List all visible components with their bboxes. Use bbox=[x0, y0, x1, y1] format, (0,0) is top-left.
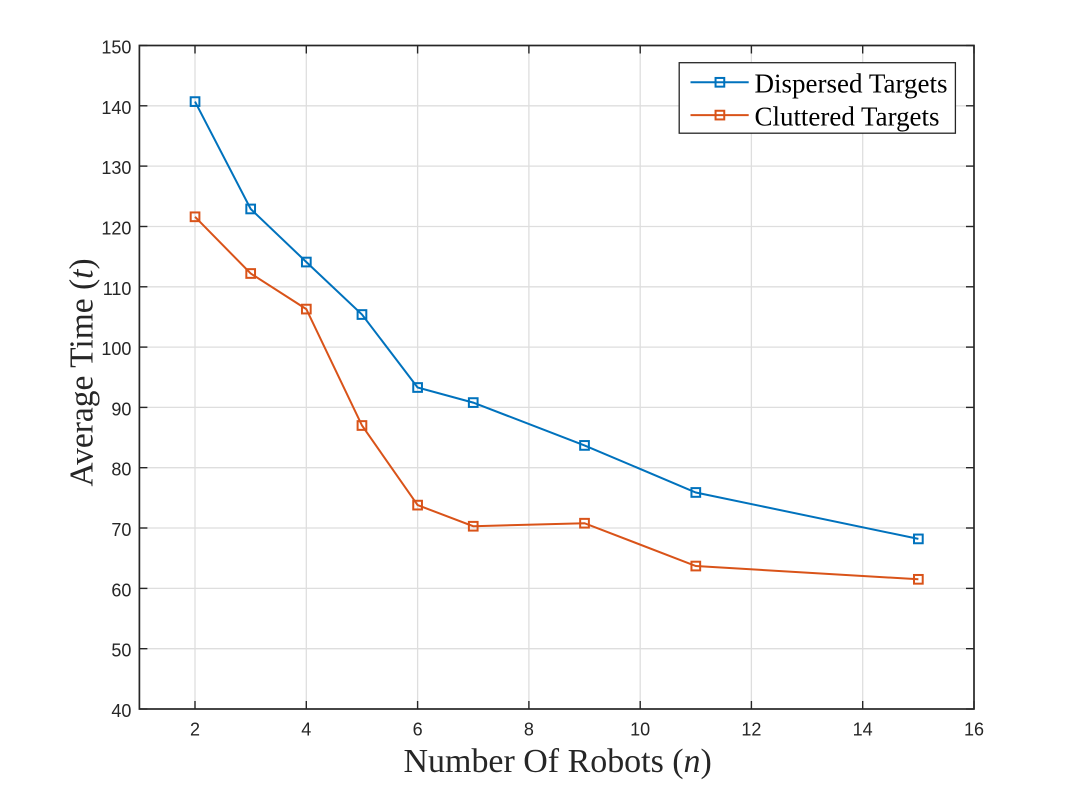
svg-text:10: 10 bbox=[630, 720, 650, 740]
svg-text:50: 50 bbox=[111, 641, 131, 661]
svg-text:Dispersed Targets: Dispersed Targets bbox=[755, 68, 948, 99]
svg-text:2: 2 bbox=[190, 720, 200, 740]
svg-text:110: 110 bbox=[103, 279, 132, 299]
svg-text:6: 6 bbox=[413, 720, 423, 740]
svg-text:40: 40 bbox=[111, 701, 131, 721]
svg-text:14: 14 bbox=[853, 720, 873, 740]
svg-text:Average Time (t): Average Time (t) bbox=[64, 258, 101, 486]
svg-text:140: 140 bbox=[101, 98, 131, 118]
svg-text:Cluttered Targets: Cluttered Targets bbox=[755, 100, 940, 131]
svg-text:16: 16 bbox=[964, 720, 984, 740]
svg-text:8: 8 bbox=[524, 720, 534, 740]
svg-text:12: 12 bbox=[741, 720, 761, 740]
svg-text:70: 70 bbox=[111, 520, 131, 540]
svg-text:130: 130 bbox=[101, 158, 131, 178]
svg-text:100: 100 bbox=[101, 339, 131, 359]
svg-text:4: 4 bbox=[301, 720, 311, 740]
svg-text:90: 90 bbox=[111, 399, 131, 419]
svg-text:80: 80 bbox=[111, 460, 131, 480]
svg-text:Number Of Robots (n): Number Of Robots (n) bbox=[404, 743, 712, 780]
svg-text:150: 150 bbox=[101, 38, 131, 58]
svg-text:120: 120 bbox=[101, 219, 131, 239]
svg-text:60: 60 bbox=[111, 580, 131, 600]
